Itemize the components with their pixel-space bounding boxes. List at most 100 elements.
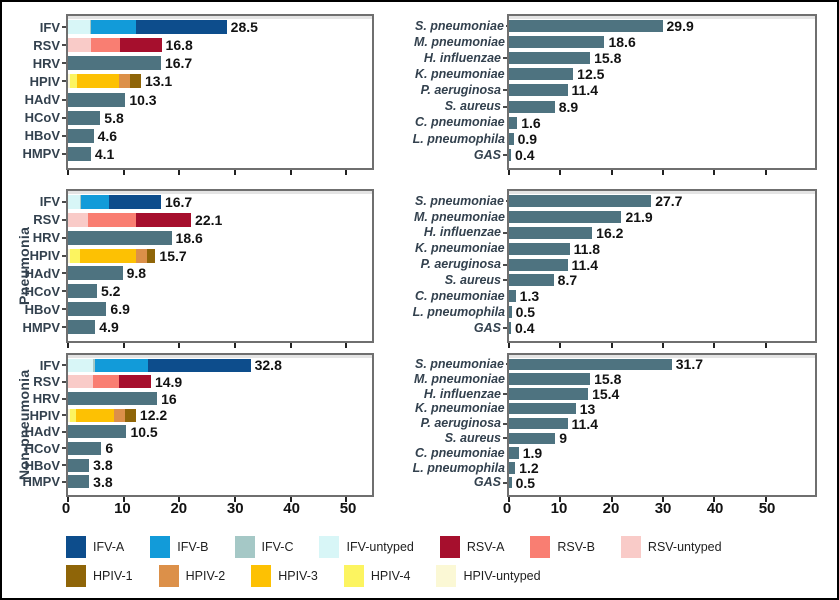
bar-rsv [68,212,192,227]
legend-item-hpiv-4: HPIV-4 [343,565,410,587]
y-axis-label-c-pneumoniae: C. pneumoniae [415,288,507,304]
bar-gas [509,322,512,335]
bar-value-label: 4.9 [99,319,119,336]
row-label-pneumonia: Pneumonia [16,226,32,306]
bar-row-p-aeruginosa: 11.4 [509,257,815,273]
plot-area: 32.8 14.9 16 12.2 10.5 6 3.8 3.8 [66,353,374,502]
panel-viruses-non-pneumonia: IFV RSV HRV HPIV HAdV HCoV HBoV HMPV 32.8 14.9 16… [10,353,374,502]
bar-row-hmpv: 4.9 [68,318,372,336]
bar-value-label: 10.3 [129,91,157,108]
bar-row-p-aeruginosa: 11.4 [509,416,815,431]
bar-s-aureus [509,432,556,445]
bar-value-label: 21.9 [625,208,653,225]
bar-value-label: 29.9 [666,18,694,35]
bar-segment-ifv-untyped [68,20,90,35]
y-axis-label-hrv: HRV [10,390,66,407]
x-axis-left: 0 10 20 30 40 50 [62,501,374,519]
y-axis-label-c-pneumoniae: C. pneumoniae [415,446,507,461]
bar-segment-hpiv-4 [69,408,77,422]
bar-c-pneumoniae [509,290,516,303]
bar-segment-hpiv-3 [76,408,115,422]
bar-m-pneumoniae [509,373,591,385]
bar-value-label: 18.6 [608,34,636,51]
legend-label: HPIV-untyped [463,568,541,583]
bar-row-gas: 0.5 [509,475,815,490]
legend-item-rsv-a: RSV-A [439,536,504,558]
bar-value-label: 22.1 [195,211,223,228]
bar-value-label: 1.9 [522,445,543,462]
bar-value-label: 11.4 [571,82,598,99]
x-tick-mark [610,497,613,502]
bar-h-influenzae [509,226,593,239]
bar-hadv [68,266,123,281]
plot-area: 29.9 18.6 15.8 12.5 11.4 8.9 1.6 0.9 0.4 [507,14,817,175]
y-axis-label-p-aeruginosa: P. aeruginosa [415,416,507,431]
x-tick-mark [289,497,292,502]
y-axis-label-m-pneumoniae: M. pneumoniae [414,209,505,224]
y-axis-label-h-influenzae: H. influenzae [415,50,507,66]
legend-swatch-ifv-a [66,536,86,558]
bar-segment-hpiv-4 [69,74,77,89]
bar-row-hcov: 6 [68,440,372,457]
bar-segment-hpiv-1 [124,408,136,422]
bar-value-label: 12.5 [577,66,605,83]
bar-row-ifv: 28.5 [68,18,372,36]
x-tick-label: 0 [502,500,512,517]
y-axis-labels: IFV RSV HRV HPIV HAdV HCoV HBoV HMPV [10,353,66,497]
bar-value-label: 9.8 [126,265,147,282]
x-tick-mark [559,170,562,175]
bar-row-hcov: 5.8 [68,109,372,127]
bar-value-label: 8.7 [557,272,578,289]
y-axis-label-hpiv: HPIV [10,247,66,265]
bar-value-label: 14.9 [154,373,183,390]
bar-l-pneumophila [509,462,516,474]
bar-value-label: 5.2 [100,283,121,300]
bar-segment-ifv-c [92,358,95,372]
bar-segment-ifv-a [135,20,227,35]
panel-bacteria-non-pneumonia: S. pneumoniae M. pneumoniae H. influenzae K… [413,353,817,502]
x-tick-mark [559,497,562,502]
bar-row-hrv: 16 [68,390,372,407]
bar-rsv [68,375,151,389]
x-tick-mark [764,170,767,175]
legend-swatch-hpiv-4 [343,565,364,587]
y-axis-label-h-influenzae: H. influenzae [415,225,507,241]
y-axis-label-p-aeruginosa: P. aeruginosa [415,82,507,98]
y-axis-labels: S. pneumoniae M. pneumoniae H. influenzae K… [413,353,507,497]
x-tick-mark [508,170,510,175]
bar-segment-ifv-a [108,194,161,209]
bar-segment-ifv-untyped [68,194,80,209]
bar-value-label: 16 [161,390,177,407]
bar-segment-rsv-b [88,212,136,227]
bar-segment-hpiv-2 [119,74,131,89]
bar-row-k-pneumoniae: 13 [509,401,815,416]
bar-m-pneumoniae [509,210,622,223]
y-axis-label-hrv: HRV [10,54,66,72]
bar-p-aeruginosa [509,84,568,97]
y-axis-label-ifv: IFV [10,18,66,36]
bar-row-rsv: 22.1 [68,211,372,229]
bar-row-l-pneumophila: 0.9 [509,131,815,147]
bar-s-pneumoniae [509,20,663,33]
plot-area: 16.7 22.1 18.6 15.7 9.8 5.2 6.9 4.9 [66,189,374,348]
x-tick-mark [178,497,181,502]
bar-row-h-influenzae: 15.8 [509,50,815,66]
bar-row-c-pneumoniae: 1.9 [509,446,815,461]
x-tick-mark [67,343,69,348]
x-tick-mark [122,497,125,502]
bar-hrv [68,56,161,71]
bar-value-label: 0.4 [515,146,535,163]
bar-segment-rsv-a [135,212,192,227]
x-tick-mark [289,343,292,348]
x-tick-mark [345,343,348,348]
bar-h-influenzae [509,52,591,65]
bar-value-label: 0.4 [515,320,535,337]
bar-row-hbov: 4.6 [68,127,372,145]
bar-segment-rsv-a [119,375,151,389]
bar-row-rsv: 14.9 [68,374,372,391]
bar-value-label: 28.5 [230,19,258,36]
bar-value-label: 0.9 [517,130,538,147]
plot-area: 28.5 16.8 16.7 13.1 10.3 5.8 4.6 4.1 [66,14,374,175]
bar-row-ifv: 32.8 [68,357,372,374]
x-tick-mark [764,343,767,348]
